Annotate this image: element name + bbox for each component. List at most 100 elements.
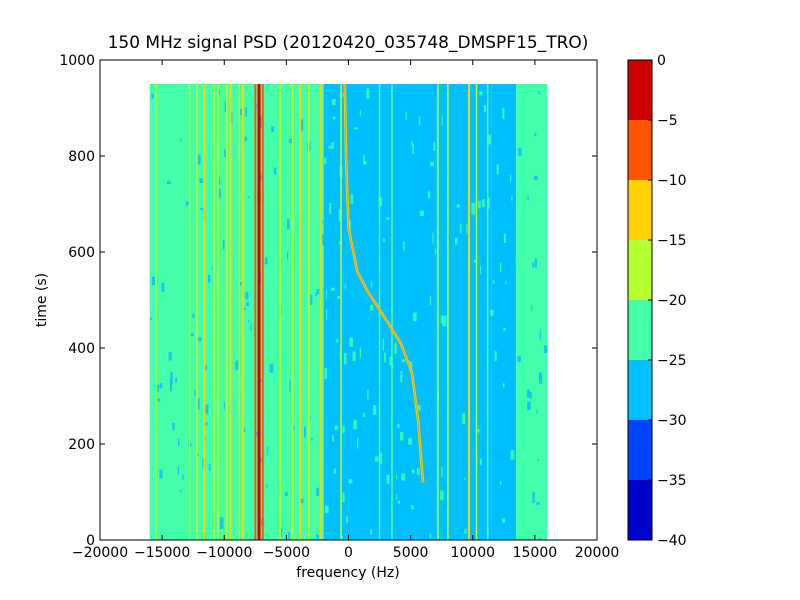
heatmap-speckle [316, 534, 319, 540]
heatmap-speckle [336, 338, 339, 343]
heatmap-band-4 [516, 84, 548, 540]
heatmap-speckle [537, 458, 539, 462]
heatmap-speckle [250, 323, 252, 331]
heatmap-speckle [149, 317, 153, 320]
heatmap-speckle [246, 302, 249, 307]
heatmap-speckle [349, 337, 354, 347]
heatmap-speckle [402, 241, 405, 252]
heatmap-speckle [242, 427, 246, 433]
heatmap-speckle [454, 237, 458, 245]
heatmap-speckle [532, 492, 535, 504]
heatmap-speckle [267, 446, 269, 456]
x-tick-label: 10000 [450, 545, 495, 561]
heatmap-speckle [386, 474, 390, 484]
heatmap-speckle [197, 398, 200, 410]
x-tick-label: −10000 [196, 545, 252, 561]
heatmap-speckle [370, 281, 373, 288]
heatmap-speckle [245, 107, 248, 117]
heatmap-speckle [342, 425, 345, 433]
heatmap-speckle [538, 372, 543, 384]
heatmap-speckle [518, 147, 522, 157]
colorbar-tick-label: −10 [657, 173, 687, 189]
heatmap-speckle [161, 282, 165, 292]
heatmap-speckle [430, 161, 435, 167]
plot-area: −20000 −15000 −10000 −5000 0 5000 10000 15000 20… [59, 53, 619, 561]
heatmap-speckle [194, 390, 196, 397]
heatmap-speckle [526, 389, 530, 398]
heatmap-speckle [412, 312, 417, 322]
heatmap-speckle [346, 516, 348, 524]
heatmap-speckle [334, 425, 338, 430]
heatmap-speckle [490, 309, 494, 316]
heatmap-speckle [331, 99, 336, 106]
heatmap-speckle [442, 315, 447, 327]
heatmap-speckle [269, 363, 274, 373]
heatmap-speckle [310, 438, 313, 441]
spectrogram-heatmap [149, 83, 548, 540]
heatmap-speckle [533, 175, 538, 181]
heatmap-speckle [418, 116, 421, 126]
heatmap-speckle [315, 292, 318, 297]
heatmap-speckle [417, 405, 422, 411]
heatmap-speckle [496, 164, 499, 175]
heatmap-speckle [479, 458, 482, 465]
heatmap-speckle [414, 538, 417, 540]
colorbar-tick-label: 0 [657, 53, 666, 69]
heatmap-speckle [479, 91, 483, 96]
colorbar-tick-label: −35 [657, 473, 687, 489]
heatmap-speckle [411, 505, 414, 510]
heatmap-speckle [353, 420, 357, 430]
heatmap-speckle [441, 115, 443, 126]
heatmap-speckle [396, 494, 398, 500]
heatmap-speckle [266, 84, 268, 87]
x-axis-ticks: −20000 −15000 −10000 −5000 0 5000 10000 15000 20… [72, 60, 619, 561]
heatmap-speckle [264, 257, 268, 265]
heatmap-speckle [440, 490, 444, 501]
heatmap-speckle [310, 294, 313, 306]
y-tick-label: 800 [68, 149, 95, 165]
heatmap-speckle [331, 142, 334, 149]
heatmap-speckle [333, 468, 337, 474]
heatmap-band-2 [323, 84, 492, 540]
heatmap-speckle [151, 93, 155, 99]
heatmap-speckle [394, 343, 397, 354]
heatmap-speckle [337, 295, 341, 299]
heatmap-band-0 [149, 84, 175, 540]
heatmap-speckle [517, 355, 521, 363]
colorbar: −40 −35 −30 −25 −20 −15 −10 −5 0 [627, 53, 687, 549]
heatmap-speckle [192, 313, 195, 318]
heatmap-speckle [382, 338, 384, 351]
colorbar-segment [628, 120, 652, 180]
heatmap-speckle [166, 180, 171, 185]
heatmap-speckle [324, 367, 328, 380]
colorbar-segment [628, 360, 652, 420]
heatmap-speckle [235, 360, 239, 370]
heatmap-speckle [288, 138, 293, 144]
heatmap-speckle [494, 351, 497, 362]
heatmap-speckle [534, 132, 537, 137]
colorbar-ticks: −40 −35 −30 −25 −20 −15 −10 −5 0 [648, 53, 687, 549]
heatmap-speckle [397, 500, 401, 504]
heatmap-speckle [217, 188, 221, 198]
heatmap-speckle [199, 178, 204, 183]
colorbar-tick-label: −30 [657, 413, 687, 429]
heatmap-speckle [527, 195, 529, 201]
heatmap-speckle [159, 383, 163, 389]
heatmap-speckle [344, 284, 347, 289]
heatmap-speckle [456, 204, 460, 208]
colorbar-segments [628, 60, 652, 540]
heatmap-speckle [401, 473, 405, 481]
heatmap-speckle [503, 327, 506, 331]
heatmap-speckle [208, 463, 211, 471]
heatmap-speckle [427, 191, 431, 199]
heatmap-speckle [374, 456, 379, 462]
x-axis-label: frequency (Hz) [296, 565, 399, 581]
heatmap-speckle [464, 477, 466, 480]
heatmap-speckle [543, 345, 548, 354]
heatmap-speckle [487, 134, 492, 145]
heatmap-speckle [204, 422, 208, 426]
heatmap-speckle [502, 107, 505, 120]
heatmap-speckle [440, 315, 443, 324]
heatmap-speckle [288, 531, 290, 540]
heatmap-speckle [205, 404, 209, 414]
